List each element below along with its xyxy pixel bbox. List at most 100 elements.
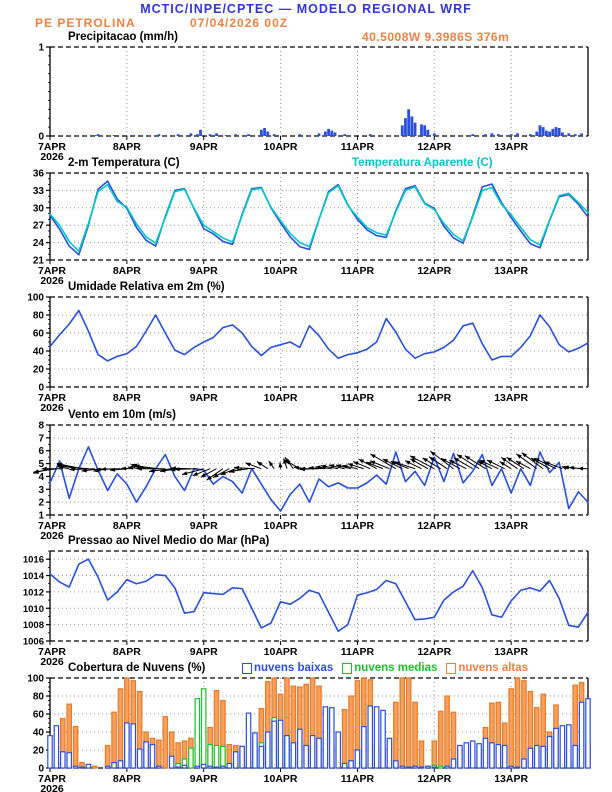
low-clouds-label: nuvens baixas xyxy=(254,662,334,674)
svg-text:40: 40 xyxy=(33,728,45,739)
panel-title-apparent-temperature: Temperatura Aparente (C) xyxy=(352,157,493,169)
panel-title-wind: Vento em 10m (m/s) xyxy=(68,409,177,421)
pressure-plot: 1006 1008 1010 1012 1014 1016 7APR 8APR 9APR 10AP… xyxy=(23,550,589,668)
svg-text:10APR: 10APR xyxy=(264,141,298,153)
svg-text:13APR: 13APR xyxy=(494,265,528,277)
svg-text:1016: 1016 xyxy=(23,555,44,566)
svg-text:10APR: 10APR xyxy=(264,646,298,658)
svg-text:20: 20 xyxy=(33,746,45,757)
high-clouds-label: nuvens altas xyxy=(458,662,529,674)
svg-text:24: 24 xyxy=(33,238,45,249)
svg-text:9APR: 9APR xyxy=(190,646,218,658)
svg-text:10APR: 10APR xyxy=(264,265,298,277)
svg-text:5: 5 xyxy=(38,459,44,470)
svg-text:9APR: 9APR xyxy=(190,392,218,404)
panel-title-temperature: 2-m Temperatura (C) xyxy=(68,157,180,169)
mid-clouds-swatch xyxy=(342,662,353,674)
svg-text:7APR: 7APR xyxy=(38,392,66,404)
svg-text:0: 0 xyxy=(38,764,44,775)
legend-item-low-clouds: nuvens baixas xyxy=(242,662,333,674)
svg-text:1012: 1012 xyxy=(23,587,44,598)
svg-text:2: 2 xyxy=(38,498,44,509)
svg-text:9APR: 9APR xyxy=(190,265,218,277)
svg-text:40: 40 xyxy=(33,347,45,358)
svg-text:7APR: 7APR xyxy=(38,646,66,658)
svg-text:1008: 1008 xyxy=(23,620,44,631)
svg-text:7APR: 7APR xyxy=(38,773,66,785)
svg-text:1006: 1006 xyxy=(23,637,44,648)
svg-text:1: 1 xyxy=(38,43,44,54)
svg-text:60: 60 xyxy=(33,329,45,340)
svg-text:12APR: 12APR xyxy=(417,392,451,404)
svg-text:9APR: 9APR xyxy=(190,773,218,785)
precipitation-plot: 0 1 7APR 8APR 9APR 10APR 11APR 12APR 13APR 2026 xyxy=(38,43,589,163)
legend-item-high-clouds: nuvens altas xyxy=(446,662,528,674)
svg-text:12APR: 12APR xyxy=(417,773,451,785)
svg-text:3: 3 xyxy=(38,485,44,496)
mid-clouds-label: nuvens medias xyxy=(354,662,438,674)
svg-text:2026: 2026 xyxy=(40,275,64,287)
svg-text:8APR: 8APR xyxy=(113,646,141,658)
svg-text:10APR: 10APR xyxy=(264,520,298,532)
svg-text:0: 0 xyxy=(38,132,44,143)
svg-text:11APR: 11APR xyxy=(341,392,375,404)
svg-text:21: 21 xyxy=(33,256,45,267)
svg-text:36: 36 xyxy=(33,169,45,180)
svg-text:12APR: 12APR xyxy=(417,646,451,658)
svg-text:100: 100 xyxy=(27,674,44,685)
svg-text:11APR: 11APR xyxy=(341,773,375,785)
svg-text:1010: 1010 xyxy=(23,604,44,615)
svg-text:20: 20 xyxy=(33,365,45,376)
panel-title-humidity: Umidade Relativa em 2m (%) xyxy=(68,281,225,293)
svg-text:11APR: 11APR xyxy=(341,265,375,277)
svg-text:2026: 2026 xyxy=(40,656,64,668)
low-clouds-swatch xyxy=(242,662,252,674)
svg-text:13APR: 13APR xyxy=(494,520,528,532)
station-name: PE PETROLINA xyxy=(35,16,136,30)
svg-text:60: 60 xyxy=(33,710,45,721)
svg-text:2026: 2026 xyxy=(40,151,64,163)
svg-text:7APR: 7APR xyxy=(38,520,66,532)
svg-text:2026: 2026 xyxy=(40,783,64,792)
svg-text:7APR: 7APR xyxy=(38,265,66,277)
humidity-plot: 0 20 40 60 80 100 7APR 8APR 9APR 10APR 11APR 12APR 1… xyxy=(27,293,589,414)
svg-text:2026: 2026 xyxy=(40,530,64,542)
svg-text:7: 7 xyxy=(38,433,44,444)
svg-text:8: 8 xyxy=(38,421,44,432)
svg-text:80: 80 xyxy=(33,692,45,703)
svg-text:6: 6 xyxy=(38,446,44,457)
svg-text:8APR: 8APR xyxy=(113,392,141,404)
svg-text:9APR: 9APR xyxy=(190,520,218,532)
svg-text:33: 33 xyxy=(33,186,45,197)
svg-text:11APR: 11APR xyxy=(341,141,375,153)
cloud-cover-plot: 0 20 40 60 80 100 7APR 8APR 9APR 10APR 11APR 12APR 1… xyxy=(27,674,591,792)
svg-text:0: 0 xyxy=(38,383,44,394)
svg-text:12APR: 12APR xyxy=(417,520,451,532)
location-coords: 40.5008W 9.3986S 376m xyxy=(362,30,510,44)
panel-title-pressure: Pressao ao Nivel Medio do Mar (hPa) xyxy=(68,535,270,547)
svg-text:11APR: 11APR xyxy=(341,520,375,532)
svg-text:13APR: 13APR xyxy=(494,392,528,404)
svg-text:13APR: 13APR xyxy=(494,646,528,658)
svg-text:1014: 1014 xyxy=(23,571,45,582)
svg-text:12APR: 12APR xyxy=(417,141,451,153)
svg-text:8APR: 8APR xyxy=(113,773,141,785)
svg-text:11APR: 11APR xyxy=(341,646,375,658)
svg-text:2026: 2026 xyxy=(40,402,64,414)
svg-text:100: 100 xyxy=(27,293,44,304)
svg-text:8APR: 8APR xyxy=(113,265,141,277)
svg-text:4: 4 xyxy=(38,472,44,483)
svg-text:1: 1 xyxy=(38,511,44,522)
cloud-legend: nuvens baixas nuvens medias nuvens altas xyxy=(242,662,528,674)
svg-text:27: 27 xyxy=(33,221,45,232)
svg-text:10APR: 10APR xyxy=(264,392,298,404)
svg-text:12APR: 12APR xyxy=(417,265,451,277)
high-clouds-swatch xyxy=(446,662,457,674)
wind-plot: 1 2 3 4 5 6 78 7APR 8APR 9APR 10APR 11APR 12APR 13APR… xyxy=(32,421,589,542)
svg-text:8APR: 8APR xyxy=(113,141,141,153)
panel-title-precipitation: Precipitacao (mm/h) xyxy=(68,31,178,43)
panel-title-cloud-cover: Cobertura de Nuvens (%) xyxy=(68,662,206,674)
svg-text:10APR: 10APR xyxy=(264,773,298,785)
svg-text:13APR: 13APR xyxy=(494,773,528,785)
